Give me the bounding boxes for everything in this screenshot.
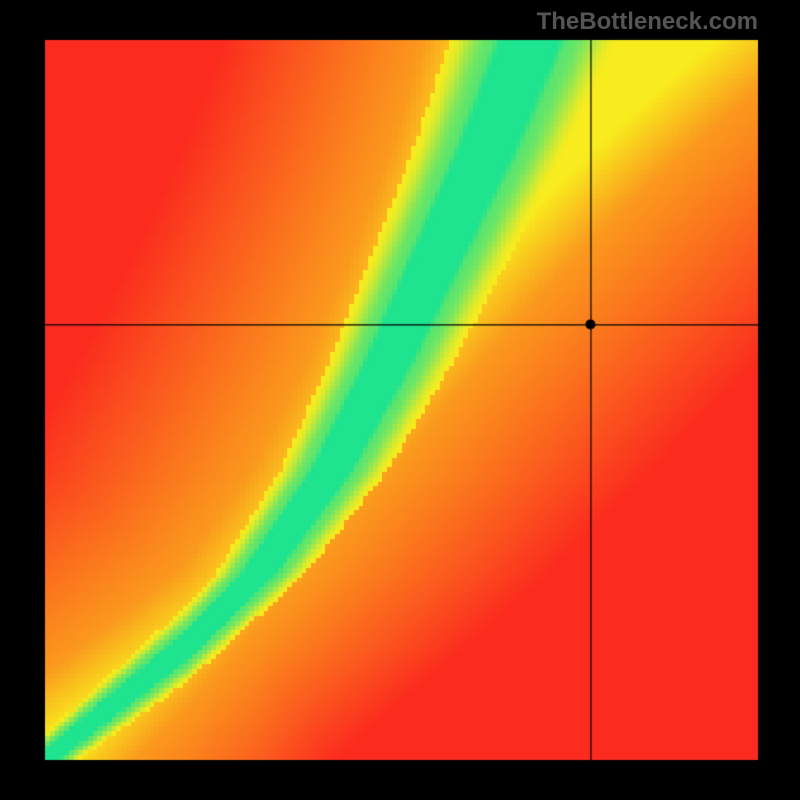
bottleneck-heatmap <box>0 0 800 800</box>
watermark-text: TheBottleneck.com <box>537 8 758 36</box>
